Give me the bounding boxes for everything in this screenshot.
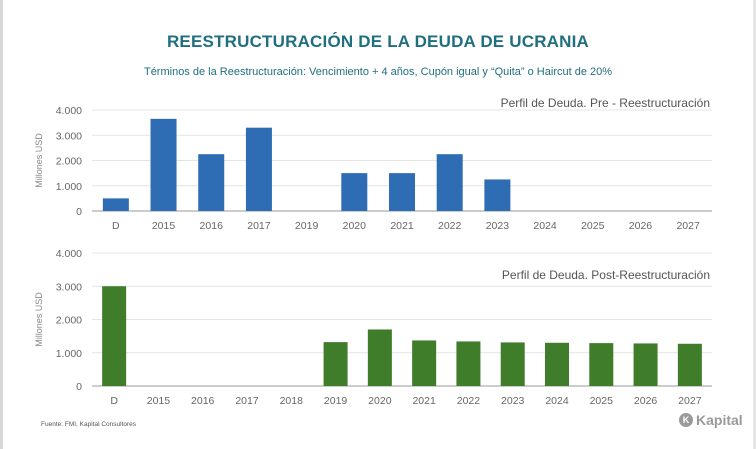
bar-D [102,198,129,211]
bar-2021 [389,173,415,211]
x-tick-label: 2027 [678,395,702,407]
x-tick-label: 2024 [545,395,569,407]
x-tick-label: 2015 [147,395,171,407]
bar-2015 [150,118,177,211]
y-tick-label: 4.000 [56,105,82,117]
chart-subtitle: Términos de la Reestructuración: Vencimi… [143,66,613,78]
bar-2024 [545,342,569,386]
x-tick-label: 2022 [438,220,462,232]
y-tick-label: 0 [76,381,82,393]
left-border [0,0,3,449]
x-tick-label: 2019 [324,395,348,407]
x-tick-label: 2025 [581,220,605,232]
right-border [753,0,756,449]
bar-2027 [677,343,702,386]
y-tick-label: 3.000 [56,281,82,293]
x-tick-label: 2019 [295,220,319,232]
x-tick-label: 2023 [486,220,510,232]
bar-2016 [198,154,225,211]
bar-D [102,286,127,386]
bar-2025 [589,343,614,386]
x-tick-label: 2017 [235,395,259,407]
kapital-logo-text: Kapital [696,412,743,428]
bar-2023 [500,342,525,386]
chart-panel-post: 0 1.000 2.000 3.000 4.000 Millones USD Perfil … [34,248,712,407]
x-tick-label: 2026 [629,220,653,232]
x-tick-label: 2016 [191,395,215,407]
y-tick-label: 1.000 [56,181,82,193]
y-axis-label: Millones USD [34,133,44,188]
y-tick-label: 2.000 [56,156,82,168]
panel-title: Perfil de Deuda. Pre - Reestructuración [501,96,710,110]
y-tick-label: 0 [76,206,82,218]
bar-2026 [633,343,658,386]
x-tick-label: 2026 [634,395,658,407]
bar-2017 [245,127,272,211]
bar-2022 [456,341,481,386]
source-note: Fuente: FMI, Kapital Consultores [41,421,137,428]
x-tick-label: 2025 [590,395,614,407]
kapital-logo-icon: K [679,413,693,427]
x-tick-label: 2020 [368,395,392,407]
y-tick-label: 3.000 [56,130,82,142]
y-axis-label: Millones USD [34,292,44,347]
x-tick-label: D [112,220,120,232]
chart-title: REESTRUCTURACIÓN DE LA DEUDA DE UCRANIA [166,32,590,51]
y-tick-label: 4.000 [56,248,82,260]
x-tick-label: 2023 [501,395,525,407]
x-tick-label: 2027 [676,220,700,232]
bar-2020 [341,173,368,211]
x-tick-label: 2015 [152,220,176,232]
panel-title: Perfil de Deuda. Post-Reestructuración [502,268,710,282]
x-tick-label: 2020 [343,220,367,232]
bar-2019 [323,342,348,386]
bar-2020 [367,329,392,386]
x-tick-label: 2021 [390,220,414,232]
chart-panel-pre: 0 1.000 2.000 3.000 4.000 Millones USD Perfil … [34,96,712,232]
bar-2022 [436,154,463,211]
x-tick-label: 2022 [457,395,481,407]
x-tick-label: 2018 [280,395,304,407]
y-tick-label: 2.000 [56,315,82,327]
x-tick-label: 2016 [200,220,224,232]
y-tick-label: 1.000 [56,348,82,360]
bar-2021 [412,340,437,386]
x-tick-label: 2024 [533,220,557,232]
bar-2023 [484,179,511,211]
kapital-logo: K Kapital [679,412,743,428]
x-tick-label: 2017 [247,220,271,232]
x-tick-label: D [110,395,118,407]
x-tick-label: 2021 [412,395,436,407]
